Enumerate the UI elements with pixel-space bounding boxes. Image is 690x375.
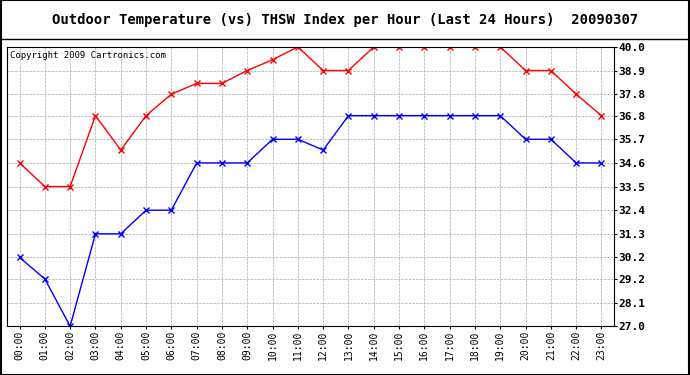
Text: Copyright 2009 Cartronics.com: Copyright 2009 Cartronics.com bbox=[10, 51, 166, 60]
Text: Outdoor Temperature (vs) THSW Index per Hour (Last 24 Hours)  20090307: Outdoor Temperature (vs) THSW Index per … bbox=[52, 13, 638, 27]
